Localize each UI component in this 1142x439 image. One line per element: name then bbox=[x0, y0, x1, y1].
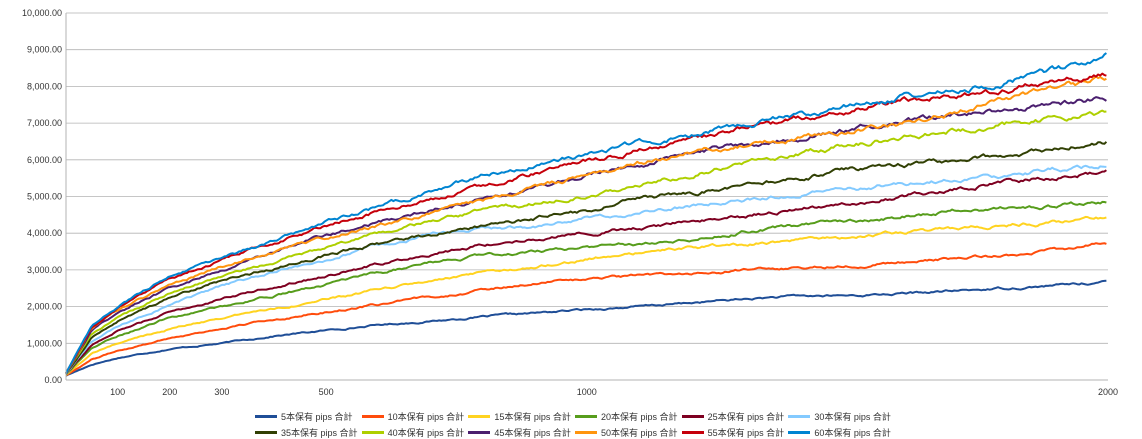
legend-swatch bbox=[361, 431, 384, 434]
y-tick-label: 4,000.00 bbox=[27, 228, 62, 238]
legend-label: 40本保有 pips 合計 bbox=[387, 428, 465, 438]
legend-swatch bbox=[788, 431, 811, 434]
series-line bbox=[65, 75, 1107, 374]
y-tick-label: 9,000.00 bbox=[27, 45, 62, 55]
legend: 5本保有 pips 合計 10本保有 pips 合計 15本保有 pips 合計 20… bbox=[255, 410, 895, 439]
legend-swatch bbox=[681, 431, 704, 434]
legend-label: 60本保有 pips 合計 bbox=[814, 428, 891, 438]
y-tick-label: 3,000.00 bbox=[27, 265, 62, 275]
series-line bbox=[65, 200, 1107, 376]
legend-item: 30本保有 pips 合計 bbox=[788, 410, 895, 423]
legend-item: 25本保有 pips 合計 bbox=[681, 410, 789, 423]
legend-label: 10本保有 pips 合計 bbox=[387, 412, 465, 422]
series-line bbox=[65, 279, 1107, 377]
legend-label: 35本保有 pips 合計 bbox=[281, 428, 358, 438]
x-tick-label: 1000 bbox=[577, 387, 597, 397]
y-tick-label: 10,000.00 bbox=[22, 8, 62, 18]
series-line bbox=[65, 52, 1107, 374]
legend-label: 30本保有 pips 合計 bbox=[814, 412, 891, 422]
series-line bbox=[65, 242, 1107, 377]
legend-label: 15本保有 pips 合計 bbox=[494, 412, 571, 422]
legend-swatch bbox=[361, 415, 384, 418]
y-tick-label: 0.00 bbox=[44, 375, 62, 385]
series-line bbox=[65, 164, 1107, 375]
legend-swatch bbox=[788, 415, 811, 418]
x-tick-label: 200 bbox=[162, 387, 177, 397]
gridlines bbox=[66, 12, 1108, 381]
legend-item: 10本保有 pips 合計 bbox=[361, 410, 469, 423]
legend-swatch bbox=[255, 431, 277, 434]
legend-swatch bbox=[574, 415, 597, 418]
series-line bbox=[65, 96, 1107, 374]
legend-item: 20本保有 pips 合計 bbox=[574, 410, 682, 423]
legend-item: 60本保有 pips 合計 bbox=[788, 426, 895, 439]
series-line bbox=[65, 169, 1107, 375]
legend-label: 5本保有 pips 合計 bbox=[281, 412, 353, 422]
legend-item: 15本保有 pips 合計 bbox=[468, 410, 575, 423]
series-line bbox=[65, 72, 1107, 374]
legend-swatch bbox=[574, 431, 597, 434]
legend-item: 55本保有 pips 合計 bbox=[681, 426, 789, 439]
legend-label: 25本保有 pips 合計 bbox=[707, 412, 785, 422]
series-line bbox=[65, 141, 1108, 375]
series-line bbox=[65, 215, 1107, 376]
y-tick-label: 8,000.00 bbox=[27, 81, 62, 91]
y-tick-label: 6,000.00 bbox=[27, 155, 62, 165]
legend-item: 5本保有 pips 合計 bbox=[255, 410, 362, 423]
y-tick-label: 2,000.00 bbox=[27, 302, 62, 312]
x-tick-label: 500 bbox=[319, 387, 334, 397]
legend-swatch bbox=[468, 415, 491, 418]
legend-swatch bbox=[681, 415, 704, 418]
y-axis-tick-labels: 0.00 1,000.00 2,000.00 3,000.00 4,000.00 5,00… bbox=[22, 8, 62, 385]
x-axis-tick-labels: 100 200 300 500 1000 2000 bbox=[110, 387, 1118, 397]
legend-label: 50本保有 pips 合計 bbox=[600, 428, 678, 438]
series-lines bbox=[65, 52, 1108, 377]
series-line bbox=[65, 109, 1107, 375]
legend-label: 55本保有 pips 合計 bbox=[707, 428, 785, 438]
y-tick-label: 5,000.00 bbox=[27, 192, 62, 202]
legend-item: 50本保有 pips 合計 bbox=[574, 426, 682, 439]
legend-swatch bbox=[468, 431, 491, 434]
x-tick-label: 2000 bbox=[1098, 387, 1118, 397]
y-tick-label: 1,000.00 bbox=[27, 338, 62, 348]
legend-swatch bbox=[255, 415, 277, 418]
legend-item: 40本保有 pips 合計 bbox=[361, 426, 469, 439]
legend-label: 45本保有 pips 合計 bbox=[494, 428, 571, 438]
legend-item: 45本保有 pips 合計 bbox=[468, 426, 575, 439]
x-tick-label: 100 bbox=[110, 387, 125, 397]
y-tick-label: 7,000.00 bbox=[27, 118, 62, 128]
legend-label: 20本保有 pips 合計 bbox=[600, 412, 678, 422]
legend-item: 35本保有 pips 合計 bbox=[255, 426, 362, 439]
x-tick-label: 300 bbox=[214, 387, 229, 397]
